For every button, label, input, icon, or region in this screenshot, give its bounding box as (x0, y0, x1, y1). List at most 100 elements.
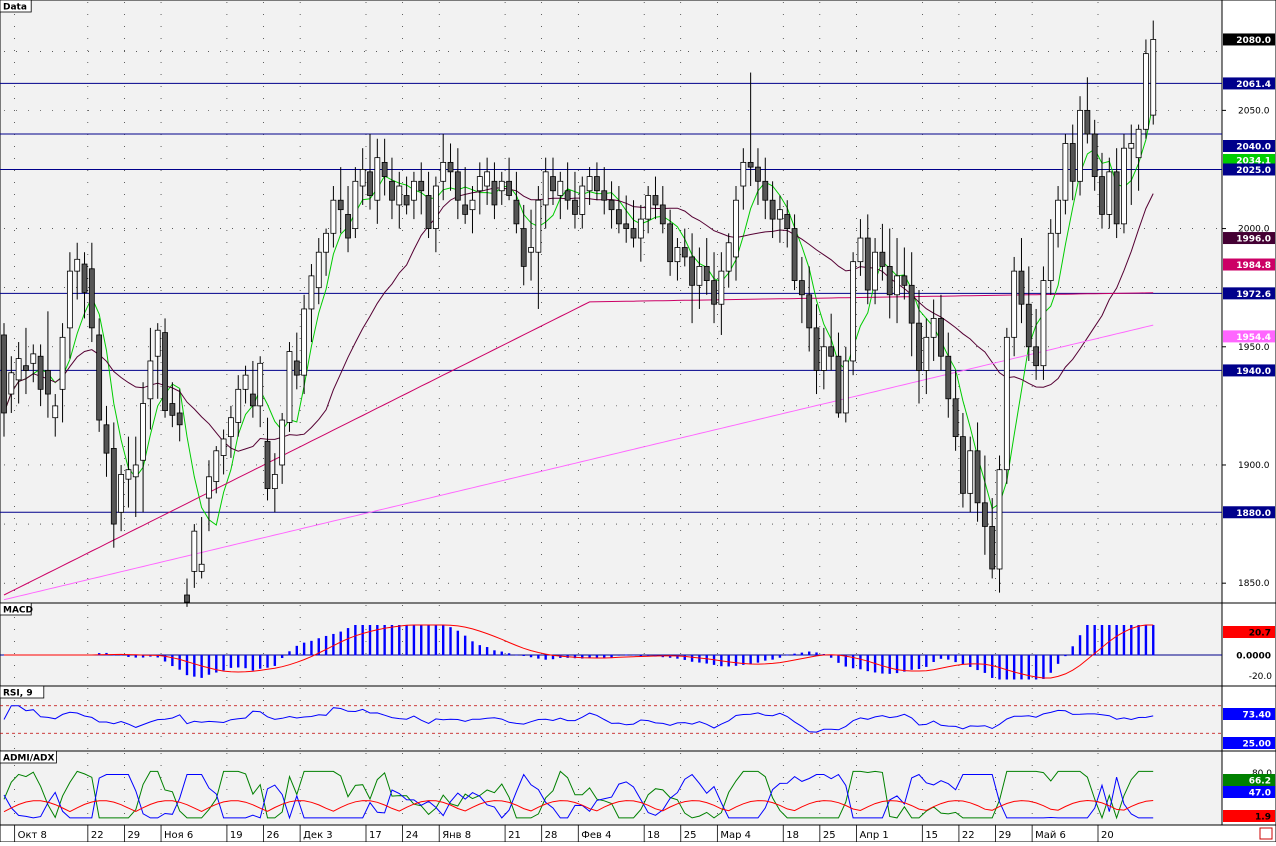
candle-body-52 (381, 161, 388, 177)
candle-body-58 (425, 195, 432, 229)
candle-body-63 (462, 204, 469, 215)
macd-bar-154 (1130, 625, 1133, 656)
macd-bar-69 (507, 653, 511, 656)
pane-titles: Data MACD RSI, 9 ADMI/ADX (0, 0, 57, 764)
macd-bar-129 (947, 655, 950, 660)
candle-body-16 (118, 474, 125, 513)
candle-body-79 (579, 185, 586, 215)
macd-bar-48 (354, 625, 357, 656)
macd-tag-0: 20.7 (1249, 629, 1271, 639)
macd-bar-147 (1078, 635, 1082, 656)
macd-bar-41 (302, 642, 306, 656)
candle-body-156 (1143, 53, 1149, 130)
macd-bar-81 (595, 655, 599, 659)
macd-bar-23 (171, 655, 174, 667)
macd-bar-54 (398, 625, 401, 656)
macd-bar-18 (134, 655, 137, 658)
candle-body-78 (572, 199, 578, 215)
macd-bar-106 (778, 655, 782, 658)
candle-body-149 (1091, 133, 1098, 177)
candle-body-107 (784, 213, 791, 229)
rsi-tag-0: 73.40 (1243, 711, 1271, 721)
macd-bar-20 (149, 655, 152, 657)
candle-body-39 (286, 351, 293, 423)
candle-body-17 (125, 469, 132, 480)
date-label-0: Окт 8 (18, 830, 47, 841)
macd-tick-label-0: -20.0 (1249, 672, 1273, 682)
candle-body-95 (696, 266, 703, 286)
price-tag-0-bg (1223, 33, 1275, 46)
price-tag-8: 1954.4 (1236, 333, 1271, 343)
macd-bar-47 (346, 628, 350, 656)
price-tag-10: 1880.0 (1236, 509, 1271, 519)
adx-line (3, 799, 1154, 813)
price-tag-9-bg (1223, 364, 1275, 377)
candle-body-8 (59, 336, 66, 390)
macd-bar-130 (954, 655, 957, 663)
macd-bar-92 (676, 655, 679, 659)
macd-bar-21 (156, 655, 159, 658)
macd-bar-57 (420, 625, 423, 656)
date-label-19: 15 (925, 830, 938, 841)
candle-body-140 (1025, 303, 1032, 348)
price-tag-8-bg (1223, 330, 1275, 343)
candle-body-99 (725, 242, 732, 272)
macd-bar-84 (617, 655, 621, 656)
candle-body-65 (476, 176, 483, 192)
candle-body-2 (15, 358, 22, 381)
price-tag-7: 1972.6 (1236, 290, 1271, 300)
candle-body-12 (88, 268, 95, 329)
candle-body-7 (52, 405, 59, 419)
candle-body-134 (981, 502, 988, 527)
scroll-end-icon (1259, 827, 1273, 840)
date-label-22: Май 6 (1035, 830, 1066, 841)
candle-body-14 (103, 424, 110, 454)
macd-bar-113 (829, 655, 833, 658)
date-label-13: 18 (647, 830, 660, 841)
macd-bar-109 (800, 652, 804, 656)
macd-bar-29 (215, 655, 218, 673)
date-label-6: Дек 3 (303, 830, 333, 841)
ma-line-1 (3, 187, 1154, 452)
candle-body-155 (1135, 128, 1142, 159)
macd-bar-73 (537, 655, 540, 659)
macd-bar-128 (939, 655, 943, 659)
adx-tag-0-bg (1223, 774, 1275, 786)
macd-bar-62 (456, 630, 460, 656)
adx-tag-0: 66.2 (1249, 777, 1271, 787)
macd-bar-64 (471, 641, 474, 656)
macd-bar-66 (485, 647, 489, 656)
candle-body-150 (1099, 176, 1105, 215)
macd-bar-45 (332, 633, 335, 656)
macd-bar-127 (932, 655, 935, 662)
price-tag-6-bg (1223, 258, 1275, 271)
candle-body-26 (191, 530, 198, 572)
candle-body-88 (645, 195, 652, 220)
macd-bar-114 (837, 655, 840, 663)
candle-body-27 (198, 563, 205, 572)
candle-body-133 (974, 450, 981, 504)
macd-bar-117 (859, 655, 862, 670)
macd-bar-125 (917, 655, 921, 670)
candle-body-29 (213, 450, 220, 482)
candle-body-117 (857, 237, 864, 263)
macd-bar-25 (185, 655, 189, 676)
candle-body-69 (506, 180, 512, 196)
macd-bar-118 (866, 655, 869, 672)
candle-body-67 (491, 180, 498, 206)
date-label-23: 20 (1101, 830, 1114, 841)
date-label-15: Мар 4 (720, 830, 751, 841)
macd-bar-36 (266, 655, 269, 668)
price-tag-1-bg (1223, 77, 1275, 90)
adx-tag-1-bg (1223, 786, 1275, 798)
candle-body-102 (747, 161, 754, 168)
candle-body-120 (879, 251, 886, 267)
candle-body-121 (886, 266, 893, 296)
candle-body-93 (681, 247, 688, 258)
candle-body-153 (1121, 147, 1127, 225)
axis-bg-macd (1221, 602, 1276, 687)
pane-title-adx_title: ADMI/ADX (3, 754, 54, 764)
candle-body-72 (528, 247, 534, 253)
price-tag-10-bg (1223, 506, 1275, 519)
